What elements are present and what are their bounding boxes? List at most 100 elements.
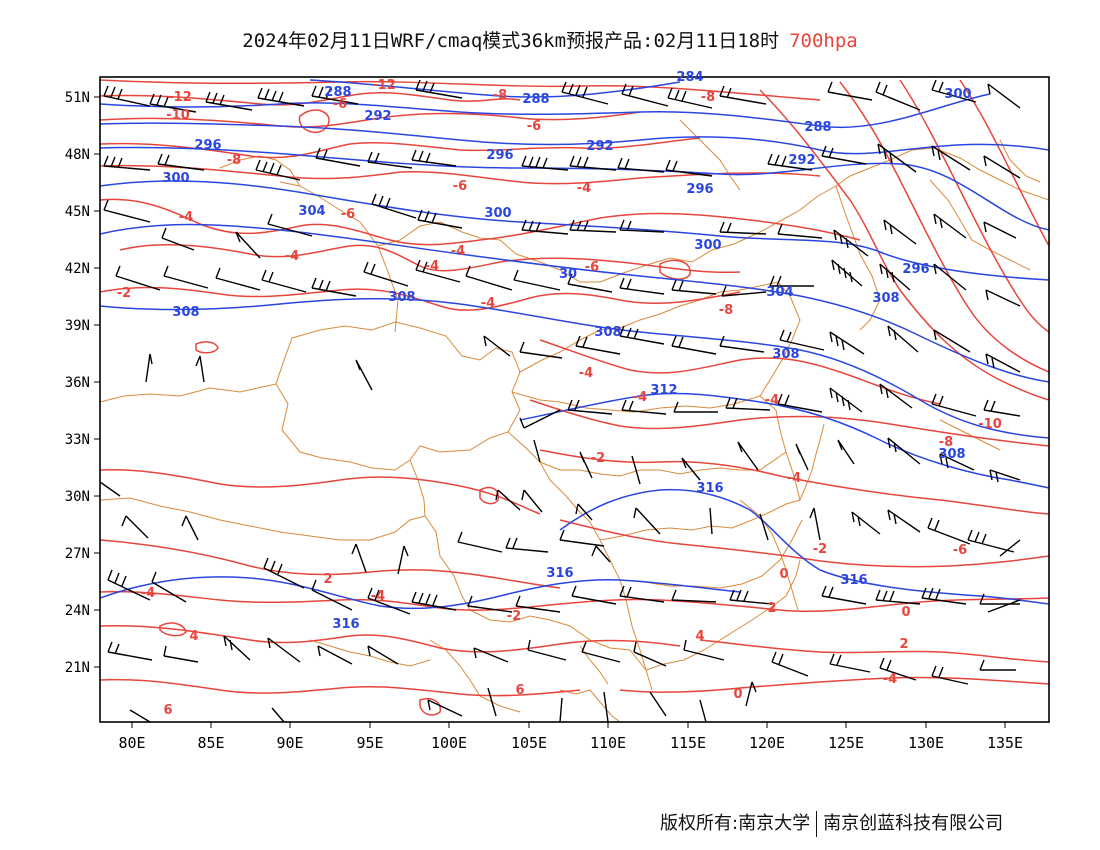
lon-label: 110E: [590, 734, 626, 752]
plot-area: [100, 79, 1049, 722]
height-contour-label: 316: [332, 617, 359, 632]
temp-contour-label: 0: [779, 567, 788, 582]
temp-contour-label: -4: [179, 210, 193, 225]
height-contour-label: 30: [559, 267, 577, 282]
temp-contour-label: 6: [163, 703, 172, 718]
height-contour-label: 300: [944, 87, 971, 102]
height-contour-label: 316: [546, 566, 573, 581]
lat-label: 48N: [65, 147, 90, 163]
height-contour-label: 300: [162, 171, 189, 186]
temp-contour-label: -2: [507, 609, 521, 624]
temp-contour-label: 0: [733, 687, 742, 702]
temperature-contours: [100, 79, 1049, 716]
height-contour-label: 296: [486, 148, 513, 163]
plot-frame: [99, 76, 1050, 723]
height-contour-label: 308: [772, 347, 799, 362]
height-contour-label: 292: [364, 109, 391, 124]
height-contour-label: 304: [766, 285, 793, 300]
temp-contour-label: -2: [813, 542, 827, 557]
temp-contour-label: 4: [695, 629, 704, 644]
map-title: 2024年02月11日WRF/cmaq模式36km预报产品:02月11日18时 7…: [0, 26, 1100, 53]
temp-contour-label: 4: [189, 629, 198, 644]
lat-label: 30N: [65, 489, 90, 505]
temp-contour-label: -4: [285, 249, 299, 264]
temp-contour-label: -4: [883, 672, 897, 687]
height-contour-label: 308: [594, 325, 621, 340]
temp-contour-label: -8: [701, 90, 715, 105]
lon-label: 115E: [670, 734, 706, 752]
height-contour-label: 312: [650, 383, 677, 398]
height-contour-label: 296: [902, 262, 929, 277]
temp-contour-label: -2: [117, 286, 131, 301]
temp-contour-label: -4: [579, 366, 593, 381]
height-contour-label: 308: [872, 291, 899, 306]
lon-label: 100E: [431, 734, 467, 752]
lon-labels: 80E 85E 90E 95E 100E 105E 110E 115E 120E…: [118, 734, 1023, 752]
temp-contour-label: 2: [899, 637, 908, 652]
lat-label: 51N: [65, 90, 90, 106]
lon-label: 130E: [908, 734, 944, 752]
temp-contour-label: -4: [371, 589, 385, 604]
lat-label: 24N: [65, 603, 90, 619]
copyright-owner: 版权所有:南京大学: [660, 813, 811, 834]
height-labels: 284 288 288 288 292 292 292 296 296 296 …: [162, 70, 971, 632]
temp-contour-label: -8: [227, 153, 241, 168]
height-contour-label: 288: [522, 92, 549, 107]
lon-label: 135E: [987, 734, 1023, 752]
temperature-labels: -12 -12 -10 -8 -8 -6 -8 -6 -6 -4 -4 -4 -…: [117, 78, 1002, 718]
lon-label: 80E: [118, 734, 145, 752]
copyright-company: 南京创蓝科技有限公司: [823, 813, 1004, 834]
lat-label: 39N: [65, 318, 90, 334]
height-contour-label: 292: [586, 139, 613, 154]
lon-ticks: [131, 722, 1006, 728]
temp-contour-label: -4: [451, 244, 465, 259]
lon-label: 90E: [276, 734, 303, 752]
temp-contour-label: 6: [515, 683, 524, 698]
height-contour-label: 288: [804, 120, 831, 135]
temp-contour-label: -6: [527, 119, 541, 134]
height-contour-label: 308: [388, 290, 415, 305]
lat-label: 36N: [65, 375, 90, 391]
temp-contour-label: -4: [577, 181, 591, 196]
height-contour-label: 284: [676, 70, 703, 85]
temp-contour-label: -8: [493, 88, 507, 103]
temp-contour-label: -8: [939, 435, 953, 450]
height-contour-label: 308: [938, 447, 965, 462]
temp-contour-label: -12: [168, 90, 192, 105]
temp-contour-label: -2: [591, 451, 605, 466]
province-borders: [100, 119, 1049, 722]
height-contour-label: 296: [194, 138, 221, 153]
lat-label: 33N: [65, 432, 90, 448]
temp-contour-label: -12: [372, 78, 396, 93]
lat-label: 21N: [65, 660, 90, 676]
pressure-level: 700hpa: [789, 30, 858, 52]
temp-contour-label: -10: [166, 108, 190, 123]
height-contours: [100, 79, 1049, 610]
height-contour-label: 292: [788, 153, 815, 168]
temp-contour-label: -6: [953, 543, 967, 558]
temp-contour-label: -4: [481, 296, 495, 311]
temp-contour-label: -6: [585, 260, 599, 275]
lon-label: 95E: [356, 734, 383, 752]
temp-contour-label: 2: [323, 572, 332, 587]
lat-label: 27N: [65, 546, 90, 562]
height-contour-label: 288: [324, 85, 351, 100]
lat-label: 45N: [65, 204, 90, 220]
copyright-footer: 版权所有:南京大学 南京创蓝科技有限公司: [660, 809, 1003, 837]
temp-contour-label: -6: [453, 179, 467, 194]
temp-contour-label: -4: [425, 259, 439, 274]
temp-contour-label: 2: [767, 601, 776, 616]
lat-label: 42N: [65, 261, 90, 277]
temp-contour-label: -4: [141, 586, 155, 601]
temp-contour-label: 0: [901, 605, 910, 620]
height-contour-label: 316: [840, 573, 867, 588]
height-contour-label: 308: [172, 305, 199, 320]
footer-divider: [816, 811, 818, 837]
height-contour-label: 300: [484, 206, 511, 221]
lat-labels: 51N 48N 45N 42N 39N 36N 33N 30N 27N 24N …: [65, 90, 90, 676]
lon-label: 120E: [749, 734, 785, 752]
temp-contour-label: -4: [765, 393, 779, 408]
lat-ticks: [94, 96, 100, 668]
temp-contour-label: -6: [333, 97, 347, 112]
